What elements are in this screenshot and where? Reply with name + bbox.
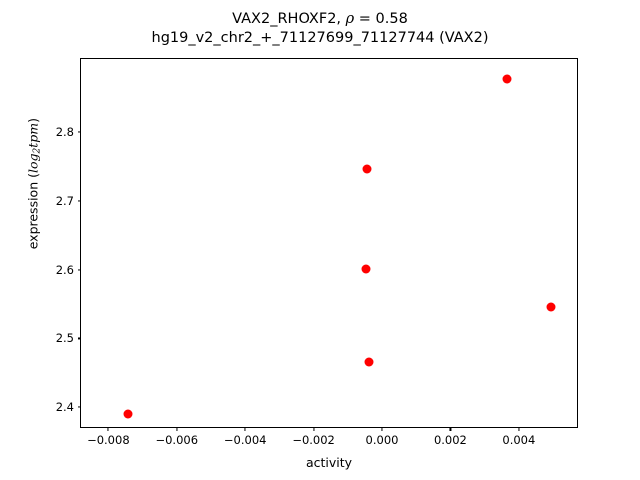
- x-axis-label: activity: [305, 455, 353, 470]
- y-axis-tick: [77, 268, 81, 271]
- x-axis-tick-label: −0.006: [155, 433, 199, 447]
- x-axis-tick-label: 0.000: [365, 433, 399, 447]
- x-axis-tick: [313, 427, 315, 431]
- chart-subtitle: hg19_v2_chr2_+_71127699_71127744 (VAX2): [151, 30, 489, 46]
- y-axis-tick-label: 2.5: [55, 331, 74, 346]
- y-axis-tick-label: 2.6: [55, 262, 74, 277]
- x-axis-tick: [449, 427, 451, 431]
- x-axis-tick-label: −0.002: [292, 433, 335, 447]
- x-axis-tick: [381, 427, 383, 431]
- data-point: [361, 264, 371, 274]
- y-axis-tick: [77, 200, 81, 202]
- x-axis-tick: [244, 427, 246, 431]
- data-point: [362, 164, 372, 174]
- plot-data-area: [81, 59, 577, 427]
- data-point: [123, 409, 133, 419]
- data-point: [546, 302, 556, 312]
- x-axis-tick-label: −0.004: [223, 433, 267, 447]
- chart-title-line-1: VAX2_RHOXF2, ρ = 0.58: [0, 10, 640, 29]
- y-axis-label: expression (log2tpm): [25, 34, 42, 334]
- x-axis-tick-label: 0.002: [433, 433, 467, 447]
- x-axis-tick-label: −0.008: [87, 433, 130, 447]
- y-axis-tick-label: 2.7: [55, 193, 74, 208]
- x-axis-tick-label: 0.004: [502, 433, 536, 447]
- data-point: [502, 74, 512, 84]
- y-axis-label-log: log: [25, 153, 41, 174]
- rho-symbol: ρ: [345, 11, 355, 27]
- y-axis-tick-label: 2.4: [55, 400, 74, 415]
- y-axis-label-suffix: ): [25, 117, 41, 123]
- y-axis-label-unit: tpm: [25, 122, 41, 148]
- x-axis-tick: [176, 427, 178, 431]
- x-axis-tick: [518, 427, 520, 431]
- chart-title: VAX2_RHOXF2, ρ = 0.58 hg19_v2_chr2_+_711…: [0, 10, 640, 48]
- y-axis-label-subscript: 2: [32, 147, 43, 154]
- plot-axes: −0.008 −0.006 −0.004 −0.002 0.000 0.002 0.004 2…: [56, 58, 578, 447]
- chart-title-rho-value: = 0.58: [354, 11, 408, 27]
- chart-title-prefix: VAX2_RHOXF2,: [232, 11, 346, 27]
- x-axis-tick: [107, 427, 109, 431]
- y-axis-tick: [77, 406, 81, 408]
- y-axis-tick: [77, 131, 81, 133]
- y-axis-tick-label: 2.8: [55, 124, 74, 139]
- y-axis-label-prefix: expression (: [25, 173, 41, 250]
- data-point: [364, 357, 374, 367]
- y-axis-tick: [77, 337, 81, 339]
